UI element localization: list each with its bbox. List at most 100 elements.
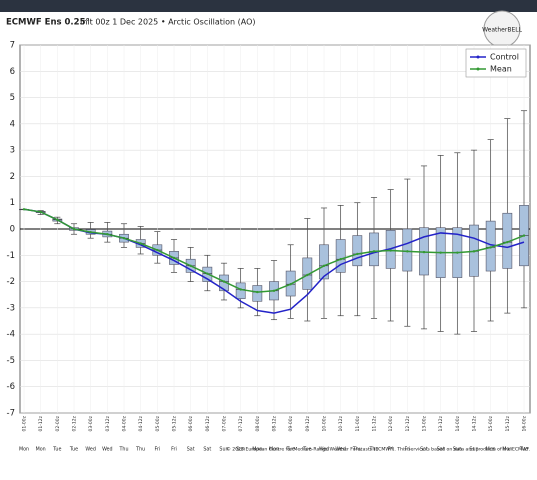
legend-label: Mean bbox=[490, 65, 512, 74]
x-tick-label: 02-00z bbox=[55, 415, 61, 431]
x-tick-label: 12-12z bbox=[405, 415, 411, 431]
top-bar bbox=[0, 0, 537, 12]
day-label: Fri bbox=[171, 447, 177, 453]
x-tick-label: 03-00z bbox=[88, 415, 94, 431]
y-tick-label: -5 bbox=[7, 356, 15, 366]
day-label: Fri bbox=[404, 447, 410, 453]
box bbox=[302, 257, 313, 290]
mean-marker bbox=[206, 272, 209, 275]
mean-marker bbox=[522, 234, 526, 237]
mean-marker bbox=[139, 242, 142, 245]
x-tick-label: 13-12z bbox=[438, 415, 444, 431]
mean-marker bbox=[322, 264, 326, 267]
x-tick-label: 12-00z bbox=[388, 415, 394, 431]
mean-marker bbox=[22, 208, 26, 211]
mean-marker bbox=[106, 233, 109, 236]
x-tick-label: 06-12z bbox=[205, 415, 211, 431]
x-tick-label: 08-00z bbox=[255, 415, 261, 431]
x-tick-label: 09-00z bbox=[288, 415, 294, 431]
day-label: Tue bbox=[286, 447, 295, 453]
chart-subtitle: Init 00z 1 Dec 2025 • Arctic Oscillation… bbox=[80, 18, 256, 27]
box bbox=[369, 232, 379, 267]
day-label: Mon bbox=[486, 447, 496, 453]
day-label: Thu bbox=[368, 447, 378, 453]
box bbox=[219, 274, 229, 292]
mean-marker bbox=[272, 289, 276, 292]
y-tick-label: 1 bbox=[10, 198, 15, 208]
day-label: Wed bbox=[319, 447, 329, 453]
mean-marker bbox=[72, 227, 76, 231]
box bbox=[335, 239, 346, 273]
mean-marker bbox=[439, 251, 442, 254]
box bbox=[402, 228, 413, 272]
y-tick-label: -2 bbox=[7, 277, 15, 287]
x-tick-label: 16-00z bbox=[522, 415, 528, 431]
box bbox=[252, 285, 263, 302]
x-tick-label: 04-12z bbox=[138, 415, 144, 431]
y-tick-label: 5 bbox=[10, 93, 15, 103]
mean-marker bbox=[222, 280, 226, 283]
x-tick-label: 13-00z bbox=[422, 415, 428, 431]
mean-marker bbox=[189, 264, 192, 267]
x-tick-label: 15-12z bbox=[505, 415, 511, 431]
day-label: Thu bbox=[118, 447, 128, 453]
mean-marker bbox=[406, 250, 409, 253]
day-label: Tue bbox=[69, 447, 78, 453]
mean-marker bbox=[256, 290, 259, 294]
y-tick-label: 0 bbox=[10, 225, 15, 235]
mean-marker bbox=[456, 251, 459, 254]
x-tick-label: 05-00z bbox=[155, 415, 161, 431]
day-label: Mon bbox=[19, 447, 29, 453]
day-label: Sun bbox=[236, 447, 245, 453]
y-tick-label: -7 bbox=[7, 409, 15, 419]
x-tick-label: 07-00z bbox=[222, 415, 228, 431]
y-tick-label: 4 bbox=[10, 119, 15, 129]
x-tick-label: 08-12z bbox=[272, 415, 278, 431]
footer: © 2025 European Centre for Medium-Range … bbox=[226, 446, 530, 453]
day-label: Thu bbox=[352, 447, 362, 453]
y-tick-label: 7 bbox=[10, 41, 15, 51]
mean-marker bbox=[39, 210, 42, 214]
mean-marker bbox=[172, 256, 176, 260]
chart-title: ECMWF Ens 0.25° bbox=[6, 18, 90, 28]
legend-marker bbox=[476, 55, 480, 59]
day-label: Sat bbox=[420, 447, 428, 453]
y-tick-label: -3 bbox=[7, 303, 15, 313]
mean-marker bbox=[422, 250, 426, 254]
y-tick-label: 6 bbox=[10, 67, 15, 77]
day-label: Sat bbox=[437, 447, 445, 453]
day-label: Wed bbox=[335, 447, 345, 453]
mean-marker bbox=[389, 249, 392, 252]
legend-label: Control bbox=[490, 53, 519, 62]
y-tick-label: 2 bbox=[10, 172, 15, 182]
legend-marker bbox=[476, 67, 480, 71]
x-tick-label: 04-00z bbox=[122, 415, 128, 431]
x-tick-label: 07-12z bbox=[238, 415, 244, 431]
x-tick-label: 11-00z bbox=[355, 415, 361, 431]
mean-marker bbox=[372, 250, 376, 253]
y-tick-label: -6 bbox=[7, 382, 15, 392]
x-tick-label: 09-12z bbox=[305, 415, 311, 431]
x-tick-label: 05-12z bbox=[172, 415, 178, 431]
x-tick-label: 01-00z bbox=[22, 415, 28, 431]
day-label: Mon bbox=[502, 447, 512, 453]
day-label: Tue bbox=[52, 447, 61, 453]
logo: WeatherBELL bbox=[482, 27, 523, 34]
day-label: Mon bbox=[269, 447, 279, 453]
x-tick-label: 14-12z bbox=[472, 415, 478, 431]
mean-marker bbox=[239, 288, 242, 291]
y-tick-label: -4 bbox=[7, 330, 15, 340]
x-tick-label: 03-12z bbox=[105, 415, 111, 431]
day-label: Sun bbox=[453, 447, 462, 453]
x-tick-label: 02-12z bbox=[72, 415, 78, 431]
day-label: Sun bbox=[219, 447, 228, 453]
day-label: Fri bbox=[388, 447, 394, 453]
legend-box bbox=[465, 48, 527, 78]
mean-marker bbox=[156, 248, 159, 252]
day-label: Wed bbox=[85, 447, 95, 453]
box bbox=[352, 235, 363, 267]
x-tick-label: 06-00z bbox=[188, 415, 194, 431]
mean-marker bbox=[506, 240, 509, 244]
box bbox=[235, 282, 246, 299]
